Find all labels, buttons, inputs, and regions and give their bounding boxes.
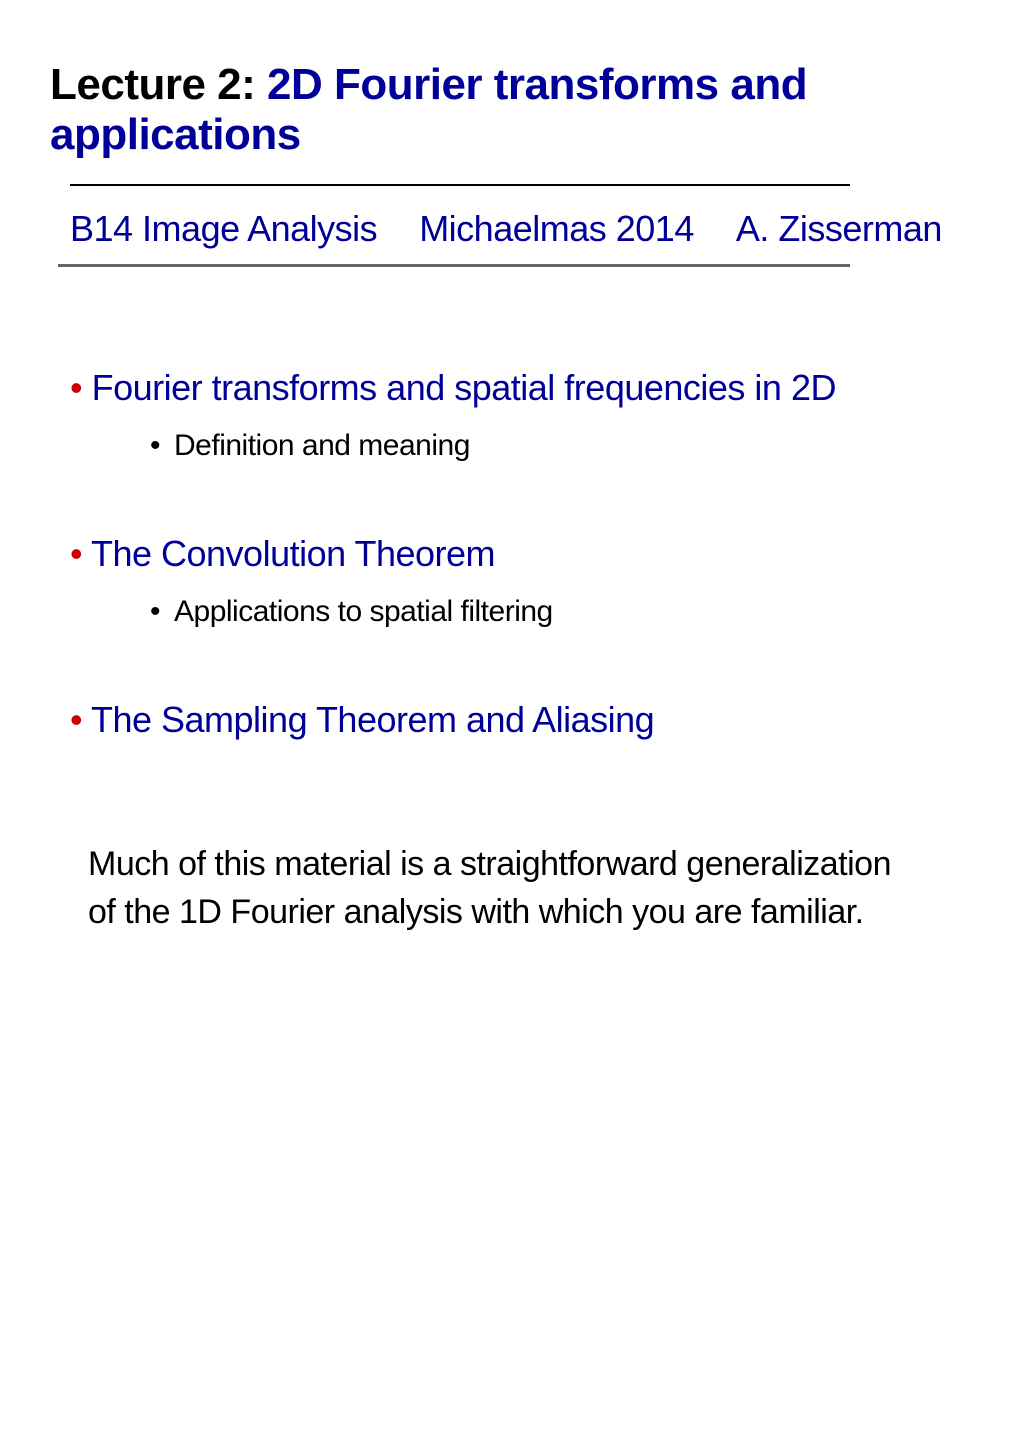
author: A. Zisserman: [736, 208, 942, 250]
bullet-dot-icon: •: [70, 699, 91, 740]
sub-bullet-text: Applications to spatial filtering: [174, 595, 553, 628]
course-code: B14 Image Analysis: [70, 208, 377, 250]
main-bullet-3: • The Sampling Theorem and Aliasing: [70, 699, 980, 741]
sub-bullet-2-1: • Applications to spatial filtering: [150, 595, 980, 629]
section-3: • The Sampling Theorem and Aliasing: [70, 699, 980, 741]
main-bullet-1: • Fourier transforms and spatial frequen…: [70, 367, 980, 409]
sub-bullet-text: Definition and meaning: [174, 429, 470, 462]
bullet-text: Fourier transforms and spatial frequenci…: [92, 367, 836, 408]
bullet-dot-icon: •: [150, 595, 160, 628]
main-bullet-2: • The Convolution Theorem: [70, 533, 980, 575]
footnote-text: Much of this material is a straightforwa…: [88, 841, 900, 936]
bullet-dot-icon: •: [150, 429, 160, 462]
term: Michaelmas 2014: [419, 208, 694, 250]
title-prefix: Lecture 2:: [50, 60, 267, 109]
bullet-text: The Convolution Theorem: [91, 533, 495, 574]
sub-bullet-1-1: • Definition and meaning: [150, 429, 980, 463]
bullet-dot-icon: •: [70, 367, 92, 408]
divider-top: [70, 184, 850, 186]
section-1: • Fourier transforms and spatial frequen…: [70, 367, 980, 463]
bullet-dot-icon: •: [70, 533, 91, 574]
bullet-text: The Sampling Theorem and Aliasing: [91, 699, 654, 740]
subtitle-row: B14 Image Analysis Michaelmas 2014 A. Zi…: [70, 208, 980, 250]
slide-title: Lecture 2: 2D Fourier transforms and app…: [50, 60, 980, 160]
section-2: • The Convolution Theorem • Applications …: [70, 533, 980, 629]
divider-bottom: [58, 264, 850, 267]
